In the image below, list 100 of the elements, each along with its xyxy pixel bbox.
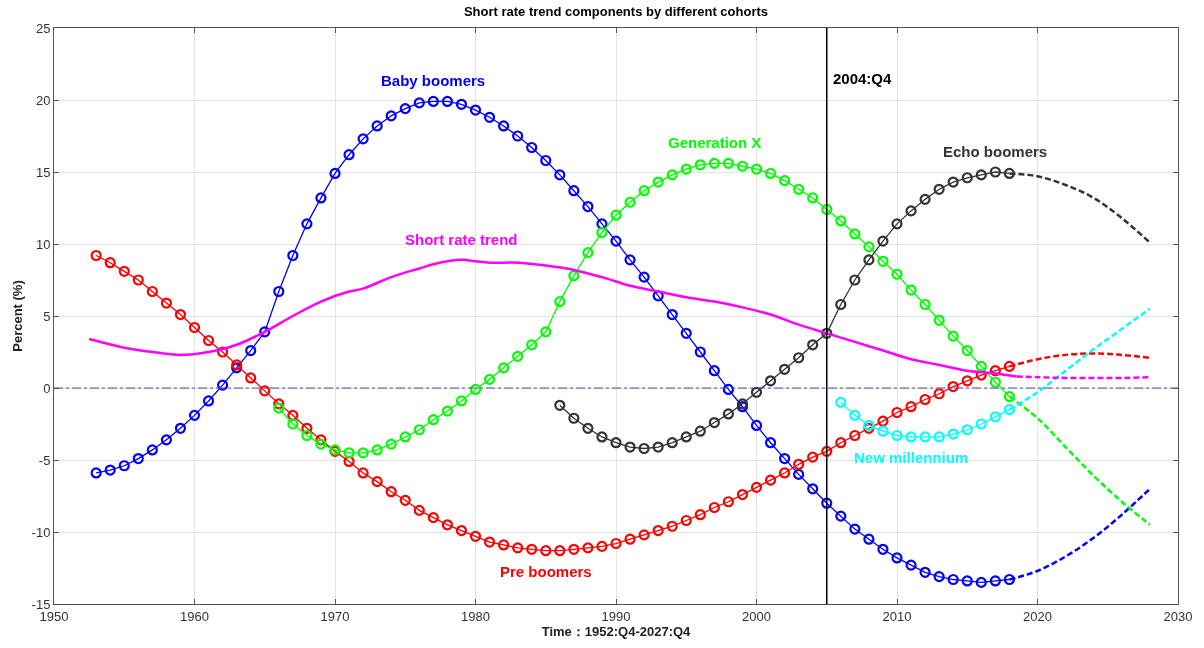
point	[961, 344, 973, 357]
point	[343, 447, 355, 459]
y-tick-label: -5	[38, 452, 51, 468]
point	[835, 396, 847, 408]
point	[273, 402, 285, 414]
point	[582, 247, 594, 259]
point	[877, 235, 889, 247]
point	[779, 363, 791, 375]
x-tick-label: 2030	[1163, 608, 1193, 624]
point	[891, 218, 903, 230]
point	[680, 431, 692, 443]
point	[961, 172, 973, 184]
ref-line-label: 2004:Q4	[833, 70, 893, 87]
point	[1003, 404, 1015, 416]
point	[399, 431, 411, 443]
point	[357, 447, 369, 459]
x-tick-label: 1970	[320, 608, 350, 624]
y-tick-label: -10	[31, 524, 51, 540]
x-tick-label: 1990	[601, 608, 631, 624]
point	[975, 360, 987, 372]
y-tick-label: 5	[43, 308, 51, 324]
point	[666, 437, 678, 449]
point	[947, 428, 959, 440]
point	[933, 183, 945, 195]
point	[582, 422, 594, 434]
point	[877, 425, 889, 437]
y-tick-label: 20	[35, 92, 51, 108]
point	[287, 418, 299, 430]
point	[989, 166, 1001, 178]
point	[863, 254, 875, 266]
series-label: Pre boomers	[500, 563, 592, 580]
point	[919, 431, 931, 443]
point	[947, 176, 959, 188]
point	[793, 352, 805, 364]
point	[849, 409, 861, 421]
point	[764, 375, 777, 387]
point	[554, 296, 566, 308]
x-axis-title: Time：1952:Q4-2027:Q4	[541, 623, 692, 639]
point	[821, 203, 833, 216]
point	[371, 444, 383, 456]
point	[849, 274, 861, 286]
point	[905, 431, 917, 443]
point	[722, 157, 734, 169]
point	[610, 437, 622, 449]
point	[1003, 167, 1015, 180]
point	[863, 241, 875, 253]
point	[385, 438, 397, 450]
point	[427, 414, 439, 426]
point	[526, 339, 538, 351]
x-tick-label: 2000	[742, 608, 771, 624]
y-tick-label: 25	[35, 20, 51, 36]
point	[807, 339, 819, 351]
y-tick-label: 0	[43, 380, 51, 396]
point	[413, 424, 425, 436]
x-tick-label: 1980	[461, 608, 490, 624]
point	[975, 418, 987, 430]
x-tick-label: 2010	[882, 608, 912, 624]
point	[877, 255, 889, 267]
series-label: Short rate trend	[405, 231, 518, 248]
point	[793, 183, 805, 195]
point	[469, 383, 482, 396]
point	[638, 185, 650, 197]
point	[807, 192, 819, 204]
point	[750, 386, 763, 398]
point	[624, 441, 636, 453]
point	[540, 326, 552, 338]
point	[835, 298, 847, 311]
point	[596, 431, 608, 443]
point	[315, 438, 327, 450]
point	[568, 270, 580, 282]
point	[652, 176, 664, 188]
point	[905, 284, 917, 296]
y-tick-label: 10	[35, 236, 51, 252]
y-tick-label: 15	[35, 164, 51, 180]
point	[933, 431, 945, 443]
point	[512, 350, 524, 362]
point	[708, 416, 720, 429]
point	[638, 442, 650, 455]
point	[919, 298, 931, 311]
point	[441, 405, 453, 417]
point	[779, 175, 791, 187]
point	[610, 209, 622, 221]
point	[455, 395, 468, 407]
point	[498, 362, 510, 374]
point	[750, 163, 763, 175]
y-axis-title: Percent (%)	[9, 280, 25, 352]
point	[722, 408, 734, 420]
point	[694, 425, 706, 437]
point	[975, 169, 987, 181]
point	[947, 330, 959, 342]
point	[905, 205, 917, 217]
point	[933, 314, 945, 326]
point	[1003, 391, 1015, 403]
x-tick-label: 2020	[1023, 608, 1052, 624]
point	[835, 215, 847, 227]
point	[596, 226, 608, 239]
point	[919, 193, 931, 205]
point	[301, 429, 313, 442]
point	[764, 167, 777, 180]
point	[821, 327, 833, 339]
